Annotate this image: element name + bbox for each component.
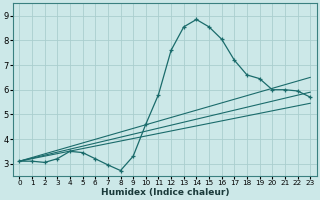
X-axis label: Humidex (Indice chaleur): Humidex (Indice chaleur) — [100, 188, 229, 197]
